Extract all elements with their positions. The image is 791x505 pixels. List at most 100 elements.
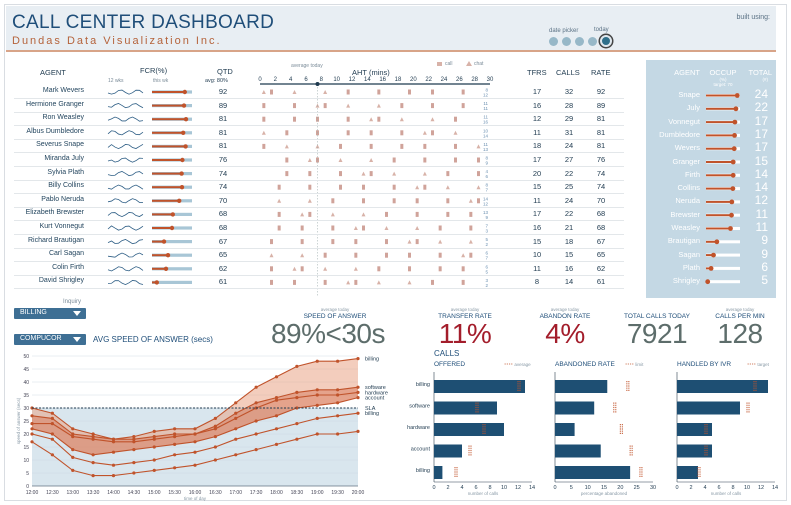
aht-chat-mark <box>361 212 366 217</box>
aht-count-b: 13 <box>483 147 489 152</box>
tfrs-value: 16 <box>532 100 542 110</box>
asa-inner-area <box>32 387 358 455</box>
agent-name[interactable]: Albus Dumbledore <box>26 127 84 135</box>
agent-name[interactable]: Miranda July <box>44 155 84 162</box>
aht-call-mark <box>270 89 273 95</box>
rp-total-value: 9 <box>761 246 768 261</box>
asa-point <box>193 463 197 467</box>
agent-name[interactable]: Severus Snape <box>36 141 84 149</box>
rp-occup-dot <box>734 93 740 98</box>
aht-call-mark <box>415 211 419 217</box>
bar-x-tick: 6 <box>474 485 477 491</box>
date-dot-2[interactable] <box>562 37 571 46</box>
tfrs-value: 16 <box>532 223 542 232</box>
aht-count-b: 12 <box>483 201 489 206</box>
aht-count-a: 3 <box>485 278 488 283</box>
compucor-dropdown[interactable]: COMPUCOR <box>14 334 86 345</box>
billing-dropdown[interactable]: BILLING <box>14 308 86 319</box>
aht-tick-label: 14 <box>364 77 371 83</box>
kpi-speed-value: 89%<30s <box>270 318 386 349</box>
agent-name[interactable]: David Shrigley <box>38 277 84 285</box>
agent-name[interactable]: Mark Wevers <box>42 87 84 94</box>
rp-occup-dot <box>705 279 711 285</box>
bar-category-label: account <box>411 447 431 453</box>
rp-agent-name[interactable]: Granger <box>672 156 700 166</box>
rp-agent-name[interactable]: Neruda <box>675 196 700 206</box>
asa-point <box>213 458 217 462</box>
asa-series-label: account <box>365 396 385 402</box>
agent-name[interactable]: Carl Sagan <box>48 250 84 258</box>
aht-chat-mark <box>307 198 312 203</box>
rp-agent-name[interactable]: Sagan <box>678 249 700 259</box>
agent-name[interactable]: Billy Collins <box>48 182 84 190</box>
date-dot-4[interactable] <box>588 37 597 46</box>
rp-agent-name[interactable]: Snape <box>678 90 700 99</box>
asa-y-tick: 5 <box>26 471 29 477</box>
rp-agent-name[interactable]: Firth <box>685 169 700 179</box>
agent-name[interactable]: Colin Firth <box>52 263 84 271</box>
asa-point <box>234 453 238 457</box>
fcr-bullet-bar <box>152 199 180 202</box>
asa-range-area <box>32 358 358 455</box>
agent-name[interactable]: Sylvia Plath <box>47 168 84 176</box>
asa-point <box>71 432 75 436</box>
asa-point <box>213 427 217 431</box>
aht-call-mark <box>415 239 419 245</box>
rp-agent-header: AGENT <box>674 68 700 77</box>
row-divider <box>14 274 624 276</box>
agent-name[interactable]: Hermione Granger <box>26 100 84 108</box>
rp-agent-name[interactable]: Plath <box>682 262 700 272</box>
bar-category-label: billing <box>416 382 430 388</box>
calls-col-header: CALLS <box>556 68 580 77</box>
asa-point <box>173 466 177 470</box>
asa-point <box>213 445 217 449</box>
asa-x-tick: 18:00 <box>270 490 283 496</box>
calls-value: 24 <box>564 141 574 151</box>
asa-y-tick: 25 <box>23 419 29 425</box>
rp-agent-name[interactable]: Brautigan <box>667 236 700 246</box>
agent-name[interactable]: Elizabeth Brewster <box>25 209 84 217</box>
asa-point <box>315 416 319 420</box>
asa-point <box>336 414 340 418</box>
rate-value: 70 <box>596 195 606 205</box>
date-dot-3[interactable] <box>575 37 584 46</box>
chevron-down-icon <box>73 311 81 316</box>
aht-chat-mark <box>330 212 335 217</box>
rp-agent-name[interactable]: Weasley <box>671 223 700 232</box>
aht-chat-mark <box>376 103 381 108</box>
rp-agent-name[interactable]: Shrigley <box>672 276 700 286</box>
asa-x-tick: 17:30 <box>250 490 263 496</box>
asa-point <box>132 448 136 452</box>
aht-call-mark <box>369 130 373 136</box>
rp-agent-name[interactable]: Wevers <box>674 143 700 153</box>
fcr-12wks-label: 12 wks <box>108 78 124 84</box>
agent-name[interactable]: Ron Weasley <box>42 114 84 122</box>
date-dot-1[interactable] <box>549 37 558 46</box>
aht-chat-mark <box>261 90 266 94</box>
aht-call-mark <box>316 116 319 122</box>
rp-agent-name[interactable]: Dumbledore <box>659 129 700 139</box>
agent-name[interactable]: Kurt Vonnegut <box>39 223 84 230</box>
agent-name[interactable]: Richard Brautigan <box>27 236 84 244</box>
asa-point <box>152 437 156 441</box>
fcr-bullet-dot <box>179 171 184 176</box>
fcr-bullet-bar <box>152 159 183 161</box>
rp-total-header: TOTAL <box>748 68 772 77</box>
rp-agent-name[interactable]: July <box>686 103 700 113</box>
asa-point <box>254 432 258 436</box>
asa-point <box>173 453 177 457</box>
date-dot-today[interactable] <box>600 35 612 47</box>
aht-call-mark <box>346 116 350 122</box>
rp-agent-name[interactable]: Vonnegut <box>668 116 700 126</box>
asa-point <box>152 435 156 439</box>
asa-y-tick: 50 <box>23 354 29 360</box>
asa-point <box>71 427 75 431</box>
bar-value <box>677 401 740 415</box>
rp-agent-name[interactable]: Collins <box>677 183 700 193</box>
agent-name[interactable]: Pablo Neruda <box>41 195 84 203</box>
fcr-sparkline <box>107 239 144 245</box>
qtd-value: 68 <box>218 209 228 219</box>
asa-point <box>254 385 258 389</box>
rp-agent-name[interactable]: Brewster <box>670 209 700 219</box>
aht-chat-mark <box>292 90 297 94</box>
